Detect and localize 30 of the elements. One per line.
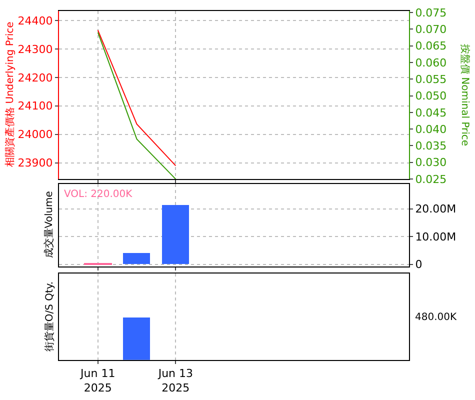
y2-axis-title: 按盤價 Nominal Price: [458, 44, 471, 146]
text: 480.00K: [415, 312, 457, 323]
x-tick-label: Jun 13 2025: [157, 367, 194, 394]
annotation: VOL: 220.00K: [64, 189, 133, 200]
bar: [123, 252, 150, 264]
y-tick-label: 20.00M: [415, 202, 456, 216]
y2-tick-label: 0.045: [415, 106, 447, 120]
y2-tick-label: 0.070: [415, 22, 447, 36]
y-tick-label: 24200: [18, 71, 53, 84]
y2-tick-label: 0.050: [415, 90, 447, 103]
y-tick-label: 0: [415, 258, 422, 272]
y-tick-label: 24400: [18, 14, 53, 28]
y-tick-label: 24100: [18, 100, 53, 113]
y2-tick-label: 0.040: [415, 122, 447, 136]
y-axis-title: 成交量Volume: [42, 191, 55, 258]
y-tick-label: 10.00M: [415, 230, 456, 244]
y-tick-label: 24300: [18, 42, 53, 56]
y2-tick-label: 0.060: [415, 56, 447, 70]
y2-tick-label: 0.055: [415, 72, 447, 86]
y2-tick-label: 0.065: [415, 40, 447, 53]
y2-tick-label: 0.075: [415, 6, 447, 20]
y-tick-label: 24000: [18, 128, 53, 142]
x-tick-label: Jun 11 2025: [80, 367, 116, 394]
y2-tick-label: 0.030: [415, 156, 447, 170]
y-axis-title: 相關資產價格 Underlying Price: [4, 22, 16, 167]
bar: [162, 204, 189, 264]
y-tick-label: 23900: [18, 156, 53, 170]
y2-tick-label: 0.035: [415, 140, 447, 153]
y-axis-title: 街貨量O/S Qty.: [43, 281, 56, 352]
y2-tick-label: 0.025: [415, 172, 447, 186]
